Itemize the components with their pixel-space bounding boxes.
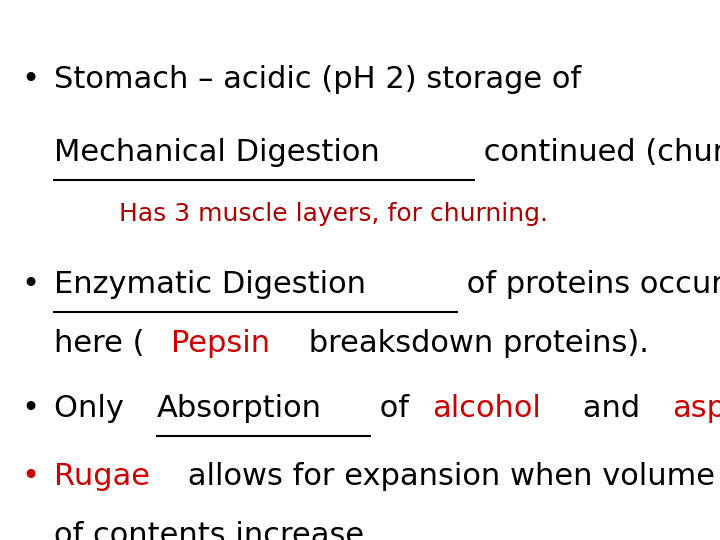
Text: breaksdown proteins).: breaksdown proteins). bbox=[299, 329, 649, 359]
Text: •: • bbox=[22, 270, 40, 299]
Text: Rugae: Rugae bbox=[54, 462, 150, 491]
Text: and: and bbox=[573, 394, 650, 423]
Text: allows for expansion when volume: allows for expansion when volume bbox=[178, 462, 715, 491]
Text: •: • bbox=[22, 394, 40, 423]
Text: •: • bbox=[22, 65, 40, 94]
Text: here (: here ( bbox=[54, 329, 145, 359]
Text: Stomach – acidic (pH 2) storage of: Stomach – acidic (pH 2) storage of bbox=[54, 65, 591, 94]
Text: of contents increase.: of contents increase. bbox=[54, 521, 374, 540]
Text: of: of bbox=[369, 394, 418, 423]
Text: Has 3 muscle layers, for churning.: Has 3 muscle layers, for churning. bbox=[119, 202, 548, 226]
Text: Only: Only bbox=[54, 394, 134, 423]
Text: aspirin: aspirin bbox=[672, 394, 720, 423]
Text: Enzymatic Digestion: Enzymatic Digestion bbox=[54, 270, 366, 299]
Text: Absorption: Absorption bbox=[157, 394, 322, 423]
Text: Pepsin: Pepsin bbox=[171, 329, 270, 359]
Text: •: • bbox=[22, 462, 40, 491]
Text: continued (churning).: continued (churning). bbox=[474, 138, 720, 167]
Text: of proteins occurs: of proteins occurs bbox=[456, 270, 720, 299]
Text: Mechanical Digestion: Mechanical Digestion bbox=[54, 138, 379, 167]
Text: alcohol: alcohol bbox=[433, 394, 541, 423]
